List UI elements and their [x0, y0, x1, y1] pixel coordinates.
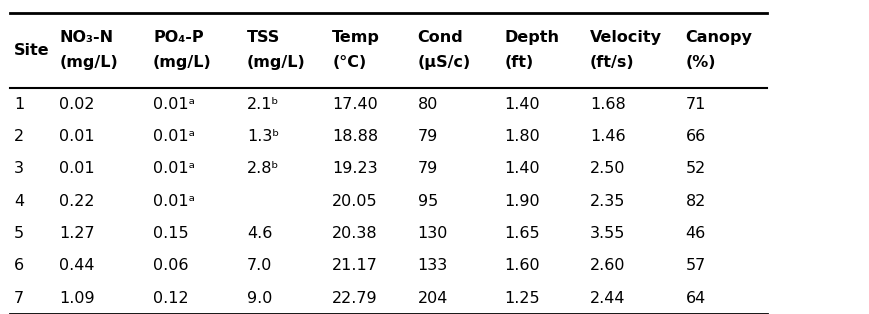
Text: 5: 5	[14, 226, 24, 241]
Text: Depth: Depth	[504, 30, 559, 45]
Text: 22.79: 22.79	[332, 291, 377, 306]
Text: 0.01ᵃ: 0.01ᵃ	[153, 97, 195, 111]
Text: 82: 82	[685, 194, 705, 208]
Text: 20.38: 20.38	[332, 226, 377, 241]
Text: TSS: TSS	[247, 30, 280, 45]
Text: 2.1ᵇ: 2.1ᵇ	[247, 97, 279, 111]
Text: 18.88: 18.88	[332, 129, 378, 144]
Text: 1.46: 1.46	[589, 129, 625, 144]
Text: Temp: Temp	[332, 30, 380, 45]
Text: 0.01ᵃ: 0.01ᵃ	[153, 161, 195, 176]
Text: 1.90: 1.90	[504, 194, 540, 208]
Text: 6: 6	[14, 258, 24, 273]
Text: 2.50: 2.50	[589, 161, 625, 176]
Text: 0.15: 0.15	[153, 226, 189, 241]
Text: 133: 133	[417, 258, 448, 273]
Text: 71: 71	[685, 97, 705, 111]
Text: 1.09: 1.09	[59, 291, 95, 306]
Text: 1.80: 1.80	[504, 129, 540, 144]
Text: 0.01: 0.01	[59, 129, 95, 144]
Text: (mg/L): (mg/L)	[247, 55, 306, 70]
Text: 130: 130	[417, 226, 448, 241]
Text: 7.0: 7.0	[247, 258, 272, 273]
Text: Velocity: Velocity	[589, 30, 661, 45]
Text: 21.17: 21.17	[332, 258, 378, 273]
Text: 1.40: 1.40	[504, 97, 540, 111]
Text: 1.40: 1.40	[504, 161, 540, 176]
Text: 204: 204	[417, 291, 448, 306]
Text: 79: 79	[417, 129, 437, 144]
Text: 95: 95	[417, 194, 437, 208]
Text: (%): (%)	[685, 55, 715, 70]
Text: 19.23: 19.23	[332, 161, 377, 176]
Text: 17.40: 17.40	[332, 97, 378, 111]
Text: (mg/L): (mg/L)	[153, 55, 212, 70]
Text: NO₃-N: NO₃-N	[59, 30, 113, 45]
Text: 0.12: 0.12	[153, 291, 189, 306]
Text: 1.68: 1.68	[589, 97, 625, 111]
Text: 0.22: 0.22	[59, 194, 95, 208]
Text: Site: Site	[14, 43, 50, 58]
Text: 0.02: 0.02	[59, 97, 95, 111]
Text: 2: 2	[14, 129, 24, 144]
Text: 2.60: 2.60	[589, 258, 625, 273]
Text: 52: 52	[685, 161, 705, 176]
Text: (ft): (ft)	[504, 55, 534, 70]
Text: 3.55: 3.55	[589, 226, 625, 241]
Text: 0.06: 0.06	[153, 258, 189, 273]
Text: Canopy: Canopy	[685, 30, 752, 45]
Text: 1.25: 1.25	[504, 291, 540, 306]
Text: 80: 80	[417, 97, 437, 111]
Text: 9.0: 9.0	[247, 291, 272, 306]
Text: 0.01: 0.01	[59, 161, 95, 176]
Text: 66: 66	[685, 129, 705, 144]
Text: 7: 7	[14, 291, 24, 306]
Text: (μS/c): (μS/c)	[417, 55, 470, 70]
Text: 0.44: 0.44	[59, 258, 95, 273]
Text: 57: 57	[685, 258, 705, 273]
Text: 1.3ᵇ: 1.3ᵇ	[247, 129, 279, 144]
Text: 20.05: 20.05	[332, 194, 377, 208]
Text: 1.60: 1.60	[504, 258, 540, 273]
Text: 4.6: 4.6	[247, 226, 272, 241]
Text: Cond: Cond	[417, 30, 463, 45]
Text: 0.01ᵃ: 0.01ᵃ	[153, 194, 195, 208]
Text: PO₄-P: PO₄-P	[153, 30, 203, 45]
Text: (mg/L): (mg/L)	[59, 55, 118, 70]
Text: 3: 3	[14, 161, 23, 176]
Text: 2.8ᵇ: 2.8ᵇ	[247, 161, 279, 176]
Text: 1: 1	[14, 97, 24, 111]
Text: 0.01ᵃ: 0.01ᵃ	[153, 129, 195, 144]
Text: (°C): (°C)	[332, 55, 366, 70]
Text: (ft/s): (ft/s)	[589, 55, 634, 70]
Text: 1.65: 1.65	[504, 226, 540, 241]
Text: 64: 64	[685, 291, 705, 306]
Text: 2.35: 2.35	[589, 194, 625, 208]
Text: 1.27: 1.27	[59, 226, 95, 241]
Text: 46: 46	[685, 226, 705, 241]
Text: 4: 4	[14, 194, 24, 208]
Text: 79: 79	[417, 161, 437, 176]
Text: 2.44: 2.44	[589, 291, 625, 306]
